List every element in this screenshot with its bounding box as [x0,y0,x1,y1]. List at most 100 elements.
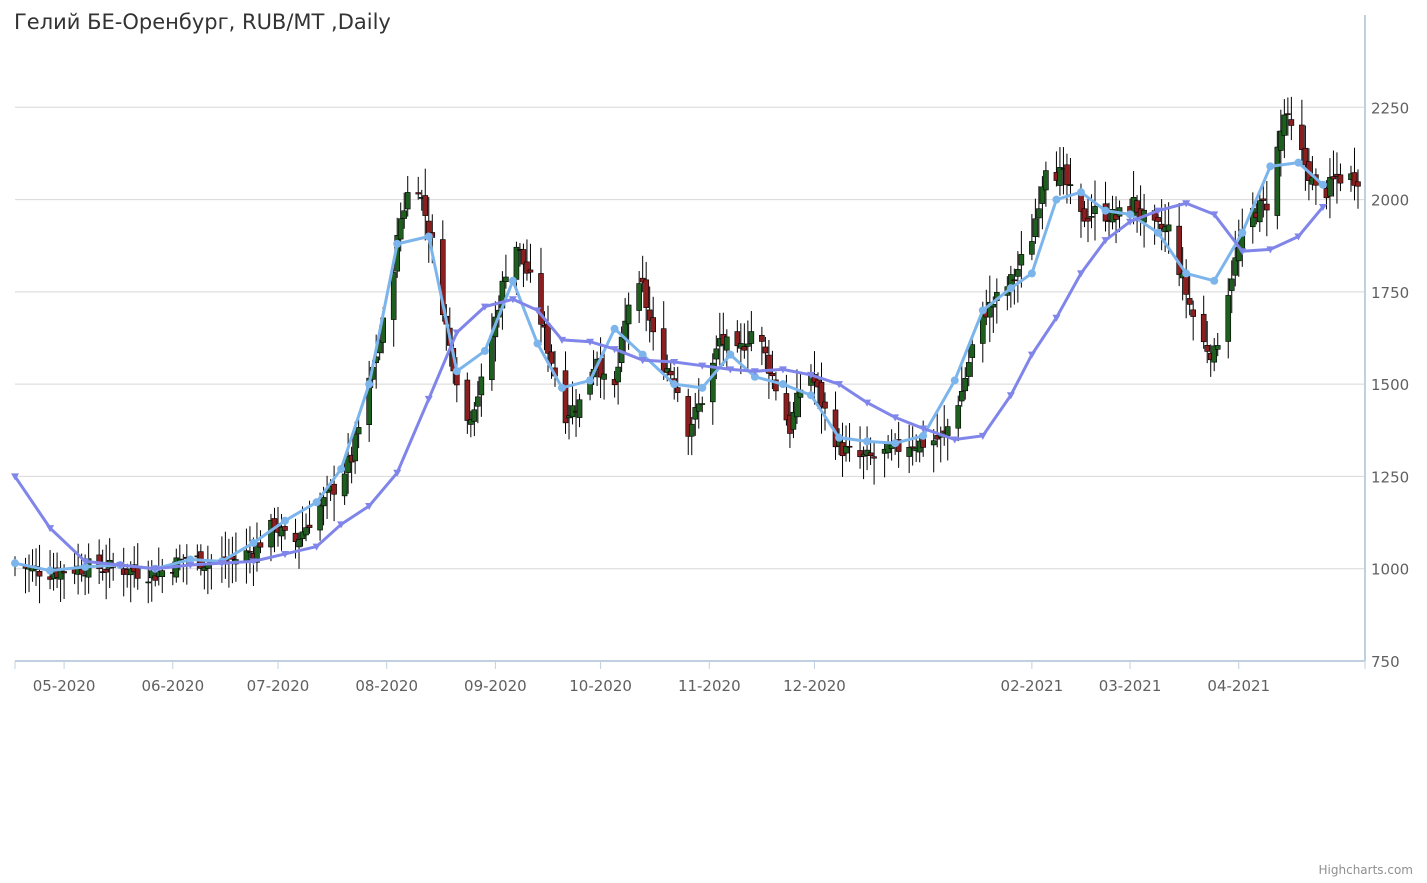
ma-point [186,555,195,564]
candle-body [1257,200,1263,223]
ma-point [452,329,461,337]
candle-body [650,317,656,333]
candle-body [734,331,741,347]
ma-point [1238,228,1247,237]
ma-point [11,559,19,568]
candle-body [699,403,706,405]
candle-body [1057,167,1063,186]
x-tick-label: 12-2020 [783,677,846,695]
ma-point [978,432,987,440]
y-tick-label: 2000 [1371,192,1409,210]
candle-body [415,192,422,195]
ma-point [1027,269,1036,278]
moving-average-series [11,158,1327,575]
candle-body [1200,313,1207,343]
candle-body [1285,113,1291,115]
ma-point [365,502,374,510]
candle-body [1165,224,1172,232]
ma-point [424,232,433,241]
ma-point [46,525,55,533]
y-tick-label: 1000 [1371,561,1409,579]
candle-body [1085,217,1091,222]
ma-point [638,357,647,365]
credits-link[interactable]: Highcharts.com [1318,863,1413,877]
candle-body [1036,208,1042,219]
ma-point [1101,237,1110,245]
candle-body [148,570,155,579]
candle-body [524,261,530,274]
candle-body [667,370,674,376]
ma-point [558,336,567,344]
candle-body [401,210,408,219]
candle-body [201,566,208,571]
ma-point [610,324,619,333]
ma-point [950,376,959,385]
x-tick-label: 02-2021 [1001,677,1064,695]
ma-point [1238,248,1247,256]
ma-point [750,368,759,376]
candle-body [1232,257,1239,276]
candle-body [857,450,863,458]
ma-point [558,383,567,392]
candle-body [1092,206,1098,215]
x-tick-label: 04-2021 [1207,677,1270,695]
ma-point [586,338,595,346]
ma-point [1076,270,1085,278]
ma-point [670,358,679,366]
candle-body [1018,254,1025,266]
tick-labels: 750 1000 1250 1500 1750 2000 2250 05-2020 06-202… [33,99,1409,695]
candle-body [1327,177,1333,197]
candle-body [944,426,951,436]
ma-point [726,366,735,374]
candle-body [1302,147,1309,166]
grid-lines [15,106,1365,570]
candle-body [1029,241,1035,255]
candle-body [464,379,471,421]
candle-body [1134,200,1140,213]
ma-point [1182,200,1191,208]
candle-body [713,348,720,360]
candle-body [422,195,429,216]
candle-body [1113,214,1119,220]
candle-body [636,283,642,311]
candle-body [538,273,544,325]
ma-point [1052,314,1061,322]
candle-body [299,531,306,540]
candle-body [1278,130,1284,151]
candle-body [331,483,337,495]
candle-body [513,246,520,280]
ma-point [337,521,346,529]
ma-point [919,431,928,440]
candle-body [709,362,716,403]
candle-body [643,279,649,308]
candle-body [695,403,702,412]
candle-body [846,445,853,448]
ma-point [249,538,258,547]
x-tick-label: 06-2020 [141,677,204,695]
candle-body [1211,345,1218,363]
candle-body [843,446,849,454]
candle-body [1264,203,1270,211]
ma-point [919,425,928,433]
ma-point [281,550,289,558]
candle-body [674,387,681,393]
ma-point [1294,233,1303,241]
ma-point [1154,207,1163,215]
ma-point [806,391,815,400]
ma-point [698,362,707,370]
candle-body [61,571,67,574]
ma-point [1294,158,1303,167]
ma-point [11,473,19,481]
candle-body [685,396,692,437]
ma-point [1101,206,1110,215]
candle-body [145,581,152,584]
x-tick-label: 07-2020 [247,677,310,695]
ma-point [1006,284,1015,293]
ma-point [586,376,595,385]
candle-body [527,269,534,273]
ma-point [610,346,619,354]
chart-title: Гелий БЕ-Оренбург, RUB/MT ,Daily [14,10,391,34]
ma-point [393,469,402,477]
candle-body [1274,146,1281,216]
